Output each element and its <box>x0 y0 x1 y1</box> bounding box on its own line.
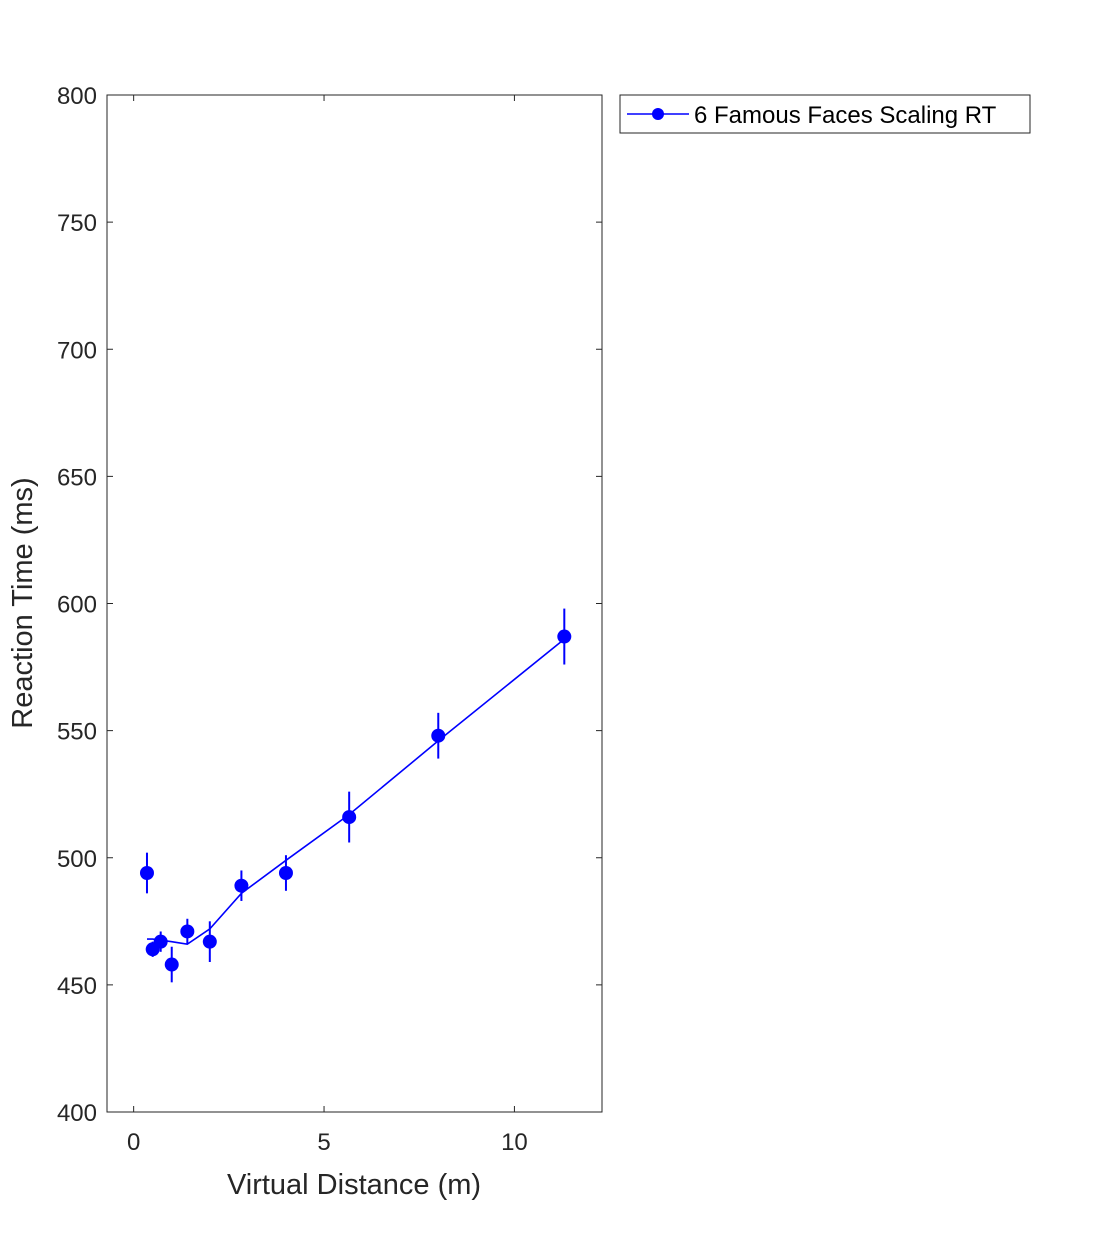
data-point <box>153 934 168 949</box>
x-axis-label: Virtual Distance (m) <box>227 1169 481 1201</box>
plot-background <box>107 95 602 1112</box>
data-point <box>557 629 572 644</box>
legend-marker-sample <box>652 108 664 120</box>
y-tick-label: 500 <box>57 846 97 873</box>
y-tick-label: 400 <box>57 1100 97 1127</box>
legend: 6 Famous Faces Scaling RT <box>619 94 1031 134</box>
y-tick-label: 650 <box>57 464 97 491</box>
data-point <box>278 866 293 881</box>
y-tick-label: 700 <box>57 337 97 364</box>
data-point <box>139 866 154 881</box>
data-point <box>202 934 217 949</box>
data-point <box>164 957 179 972</box>
data-point <box>342 810 357 825</box>
y-tick-label: 750 <box>57 210 97 237</box>
x-tick-label: 5 <box>317 1129 330 1156</box>
data-layer <box>139 608 572 983</box>
data-point <box>180 924 195 939</box>
y-tick-label: 600 <box>57 592 97 619</box>
data-point <box>234 878 249 893</box>
tick-layer: 400 450 500 550 600 650 700 750 800 0 5 10 <box>57 83 602 1156</box>
y-tick-label: 450 <box>57 973 97 1000</box>
x-tick-label: 10 <box>501 1129 528 1156</box>
y-tick-label: 800 <box>57 83 97 110</box>
legend-label: 6 Famous Faces Scaling RT <box>694 102 997 129</box>
y-axis-label: Reaction Time (ms) <box>7 477 39 728</box>
data-point <box>431 728 446 743</box>
x-tick-label: 0 <box>127 1129 140 1156</box>
y-tick-label: 550 <box>57 719 97 746</box>
